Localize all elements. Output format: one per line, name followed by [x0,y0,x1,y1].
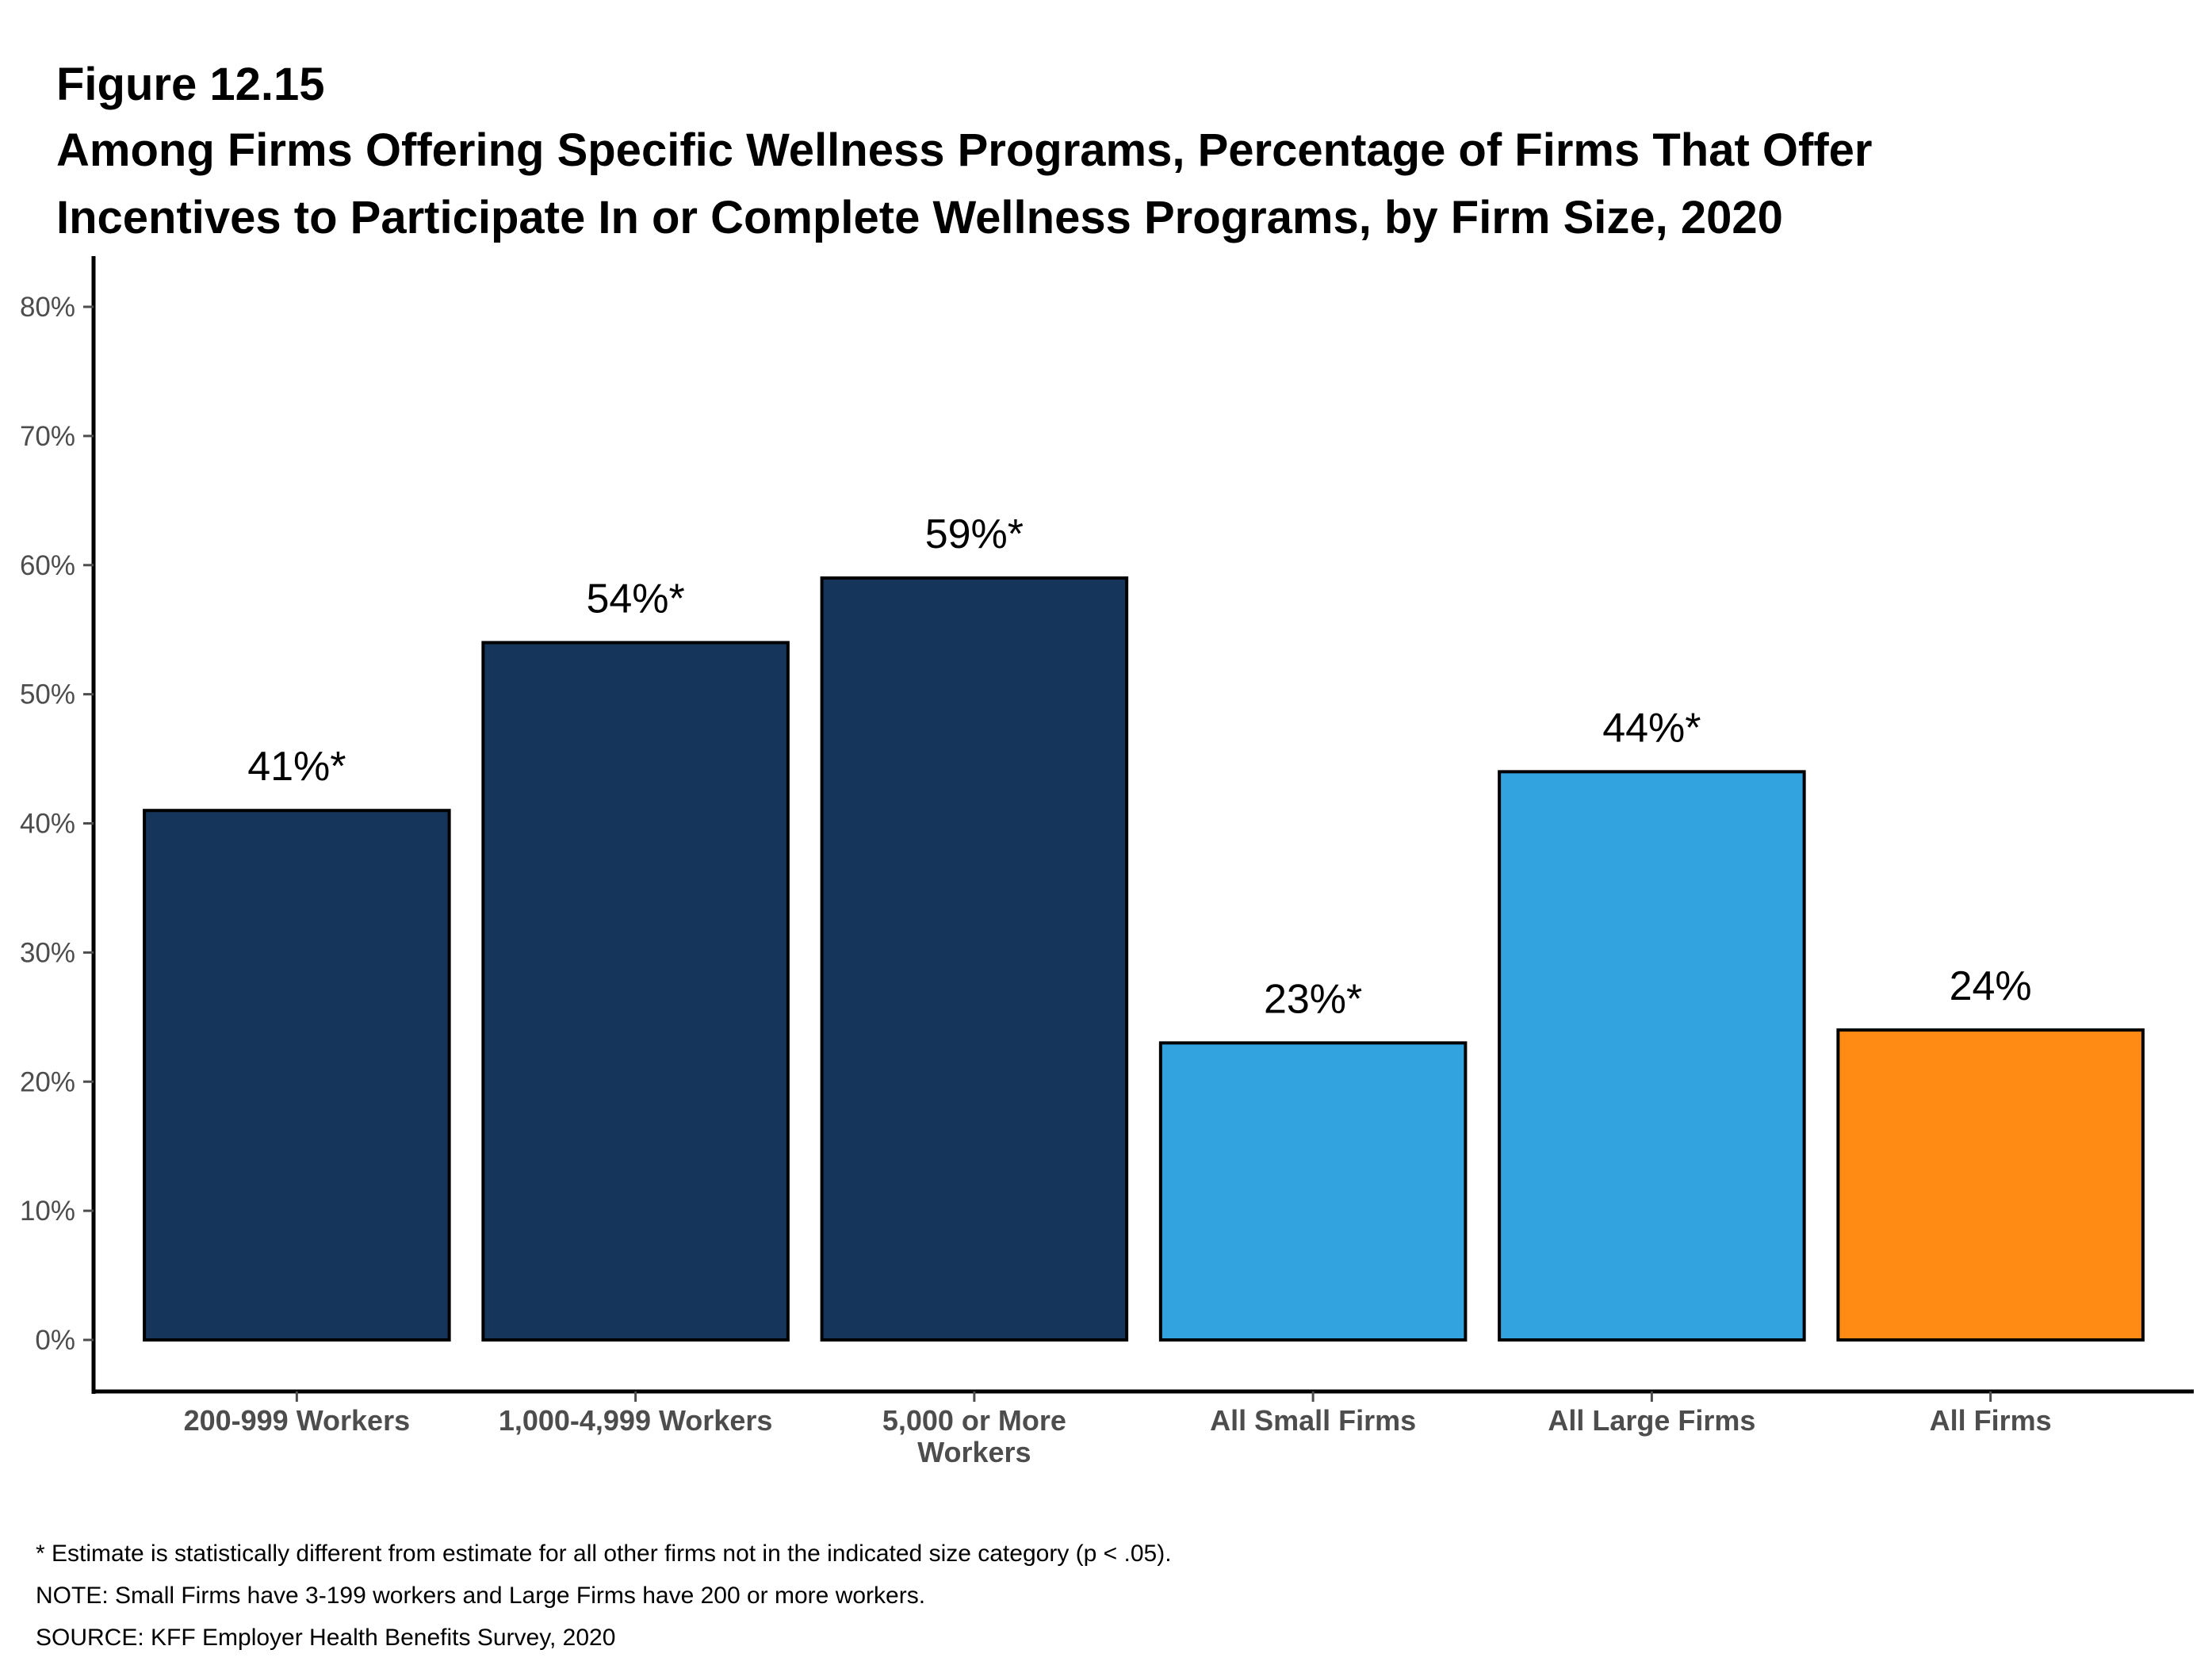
x-tick-label-line: 1,000-4,999 Workers [499,1404,773,1437]
x-tick-label-line: Workers [917,1436,1031,1468]
x-tick-label: All Small Firms [1210,1404,1416,1437]
data-label: 23%* [1264,976,1362,1022]
chart-title-line-1: Among Firms Offering Specific Wellness P… [56,124,1873,176]
bar [820,576,1129,1342]
y-tick-label: 70% [20,421,75,452]
x-tick-label-line: 5,000 or More [882,1404,1066,1437]
y-axis: 0% 10% 20% 30% 40% 50% 60% 70% 80% [20,256,96,1394]
x-tick-label-line: All Firms [1930,1404,2052,1437]
x-tick-label: 5,000 or More Workers [882,1404,1066,1468]
bar [481,641,790,1342]
data-label: 41%* [247,744,346,790]
y-tick-label: 50% [20,679,75,710]
data-label: 54%* [586,576,684,622]
significance-note: * Estimate is statistically different fr… [36,1541,1172,1567]
y-tick-label: 30% [20,937,75,968]
y-tick-label: 60% [20,550,75,581]
x-tick-label-line: 200-999 Workers [184,1404,411,1437]
chart-title-line-2: Incentives to Participate In or Complete… [56,192,1783,243]
data-label: 24% [1950,963,2032,1009]
data-label: 59%* [925,511,1024,557]
bar [143,809,451,1342]
bar [1158,1041,1468,1342]
data-labels: 41%* 54%* 59%* 23%* 44%* 24% [247,511,2031,1022]
data-label: 44%* [1602,705,1701,751]
x-tick-label-line: All Large Firms [1548,1404,1755,1437]
x-tick-label: 200-999 Workers [184,1404,411,1437]
bars [143,576,2145,1342]
source-note: SOURCE: KFF Employer Health Benefits Sur… [36,1625,616,1651]
footnotes: * Estimate is statistically different fr… [36,1537,1172,1663]
x-tick-label-line: All Small Firms [1210,1404,1416,1437]
bar [1836,1028,2145,1342]
size-definition-note: NOTE: Small Firms have 3-199 workers and… [36,1583,926,1609]
y-tick-label: 20% [20,1066,75,1097]
x-axis: 200-999 Workers 1,000-4,999 Workers 5,000 … [92,1389,2194,1468]
bar-chart: 0% 10% 20% 30% 40% 50% 60% 70% 80% 41%* 54%* 59%* 2… [20,256,2194,1468]
y-tick-label: 40% [20,809,75,840]
y-tick-label: 80% [20,292,75,323]
y-tick-label: 10% [20,1196,75,1227]
y-tick-label: 0% [35,1325,75,1356]
x-tick-label: 1,000-4,999 Workers [499,1404,773,1437]
bar [1498,770,1806,1342]
x-tick-label: All Large Firms [1548,1404,1755,1437]
figure-label: Figure 12.15 [56,59,325,110]
x-tick-label: All Firms [1930,1404,2052,1437]
